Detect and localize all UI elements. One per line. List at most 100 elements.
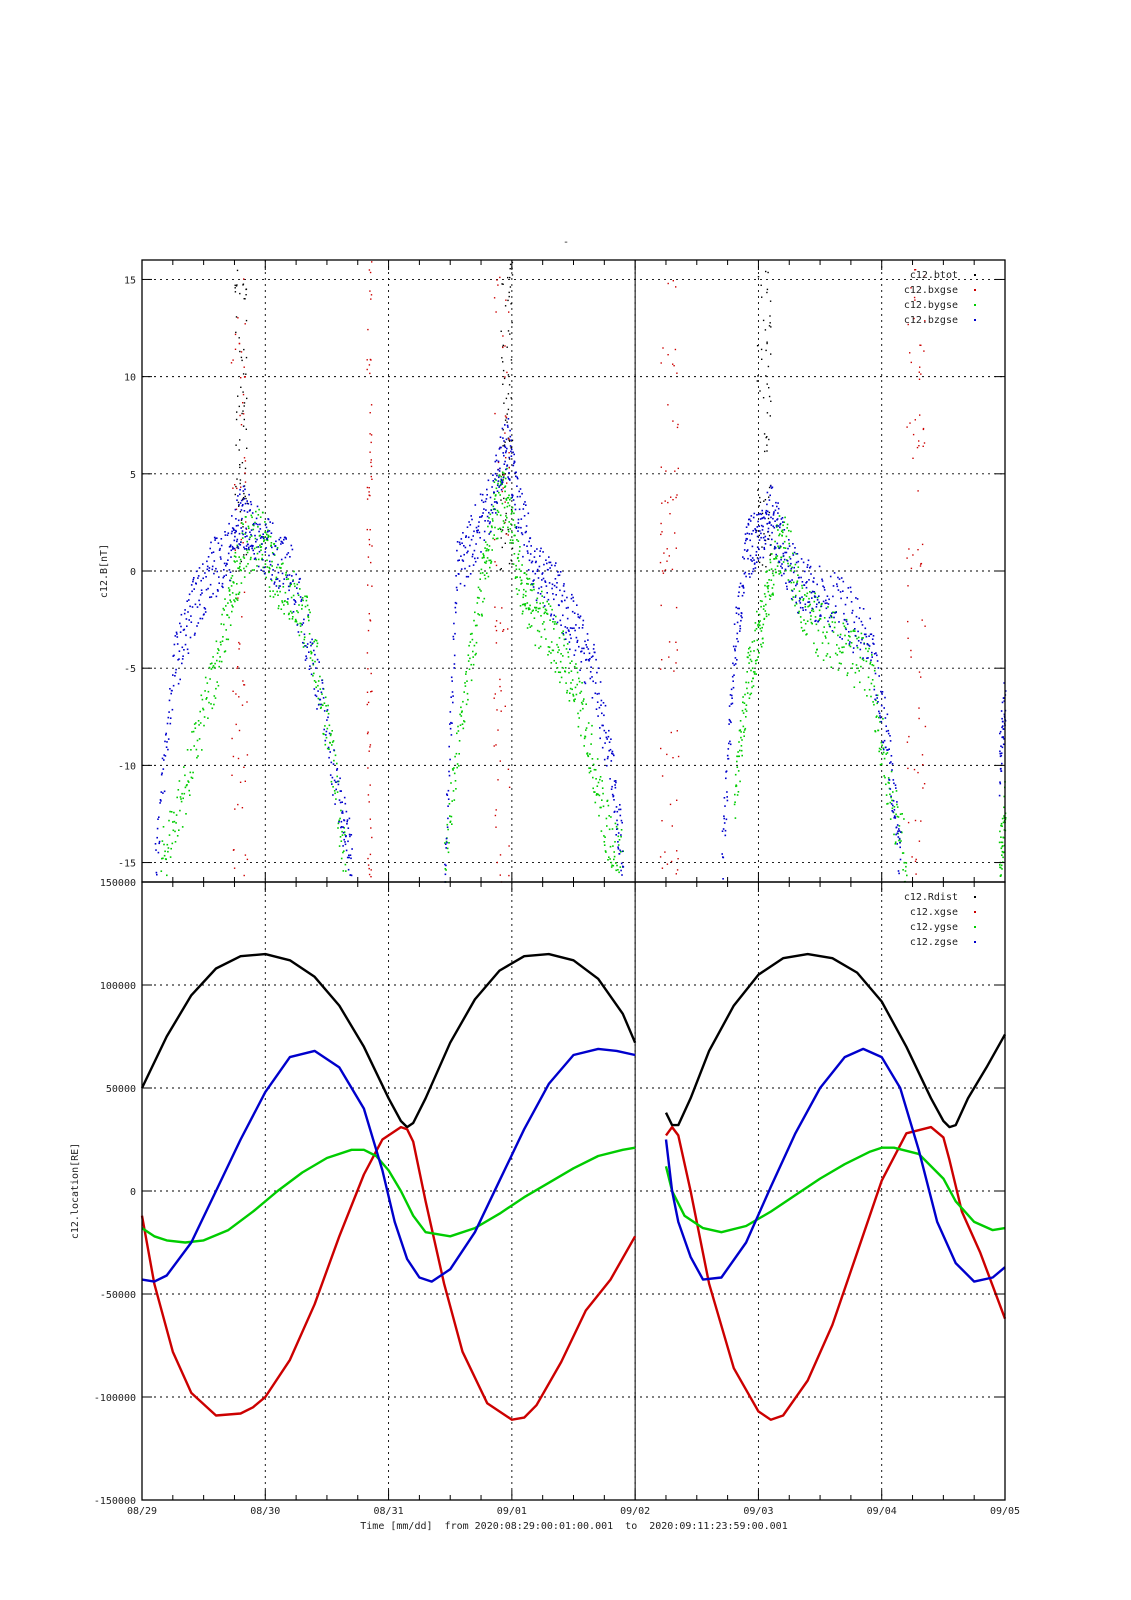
data-point xyxy=(240,569,242,572)
data-point xyxy=(488,522,491,525)
data-point xyxy=(601,712,603,715)
data-point xyxy=(221,585,223,588)
data-point xyxy=(470,663,472,666)
data-point xyxy=(609,845,612,848)
data-point xyxy=(574,629,576,632)
data-point xyxy=(821,642,824,644)
data-point xyxy=(478,597,480,599)
data-point xyxy=(781,567,783,569)
data-point xyxy=(895,813,897,816)
data-point xyxy=(311,642,314,645)
data-point xyxy=(588,659,590,662)
data-point xyxy=(744,571,747,574)
data-point xyxy=(316,708,318,710)
data-point xyxy=(883,775,885,777)
series-c12.xgse xyxy=(140,1125,1007,1421)
data-point xyxy=(726,796,728,798)
data-point xyxy=(535,606,538,609)
data-point xyxy=(1002,836,1005,839)
data-point xyxy=(499,874,501,876)
data-point xyxy=(605,736,608,739)
data-point xyxy=(515,568,518,571)
y-tick-label: 150000 xyxy=(100,878,136,889)
data-point xyxy=(872,701,874,703)
data-point xyxy=(242,680,244,682)
data-point xyxy=(800,626,803,629)
data-point xyxy=(772,525,774,528)
data-point xyxy=(193,634,196,636)
data-point xyxy=(187,781,190,783)
data-point xyxy=(898,839,900,842)
data-point xyxy=(619,804,621,806)
data-point xyxy=(225,564,227,567)
data-point xyxy=(177,659,179,661)
data-point xyxy=(291,575,293,577)
data-point xyxy=(496,709,498,711)
data-point xyxy=(612,845,614,847)
data-point xyxy=(504,305,507,307)
data-point xyxy=(174,675,176,677)
data-point xyxy=(490,509,493,512)
data-point xyxy=(758,561,761,564)
data-point xyxy=(733,623,736,625)
data-point xyxy=(735,645,737,648)
data-point xyxy=(890,761,892,763)
data-point xyxy=(546,613,549,615)
data-point xyxy=(562,614,564,617)
data-point xyxy=(233,867,236,869)
data-point xyxy=(242,504,244,506)
data-point xyxy=(446,826,449,828)
data-point xyxy=(735,785,738,787)
data-point xyxy=(266,539,269,542)
data-point xyxy=(534,572,537,575)
data-point xyxy=(814,592,816,595)
data-point xyxy=(484,520,486,522)
data-point xyxy=(783,572,785,575)
data-point xyxy=(673,670,675,672)
data-point xyxy=(254,557,257,559)
data-point xyxy=(344,863,347,866)
data-point xyxy=(495,629,498,632)
data-point xyxy=(1000,745,1002,747)
data-point xyxy=(795,584,797,587)
data-point xyxy=(233,582,235,584)
data-point xyxy=(502,526,504,528)
data-point xyxy=(246,397,248,400)
legend-marker xyxy=(974,304,976,306)
data-point xyxy=(483,574,486,576)
data-point xyxy=(467,550,469,553)
data-point xyxy=(514,526,517,528)
data-point xyxy=(248,538,251,541)
data-point xyxy=(833,611,835,614)
data-point xyxy=(229,594,231,596)
data-point xyxy=(193,588,195,590)
data-point xyxy=(301,608,303,610)
data-point xyxy=(743,572,746,575)
data-point xyxy=(495,501,498,503)
legend-label: c12.btot xyxy=(910,270,958,281)
data-point xyxy=(769,322,771,324)
data-point xyxy=(460,538,463,540)
data-point xyxy=(918,378,921,380)
data-point xyxy=(830,615,833,617)
data-point xyxy=(887,729,890,732)
data-point xyxy=(918,445,920,447)
data-point xyxy=(662,347,664,349)
data-point xyxy=(823,589,826,591)
data-point xyxy=(298,604,300,606)
data-point xyxy=(235,485,237,488)
data-point xyxy=(734,648,736,650)
data-point xyxy=(521,603,524,606)
data-point xyxy=(617,869,619,871)
data-point xyxy=(502,474,504,476)
data-point xyxy=(236,544,239,547)
data-point xyxy=(236,478,238,480)
data-point xyxy=(243,567,245,570)
data-point xyxy=(810,591,813,594)
data-point xyxy=(234,551,237,554)
data-point xyxy=(319,688,322,690)
data-point xyxy=(532,586,535,588)
data-point xyxy=(777,529,779,531)
data-point xyxy=(584,640,586,643)
data-point xyxy=(844,634,846,637)
